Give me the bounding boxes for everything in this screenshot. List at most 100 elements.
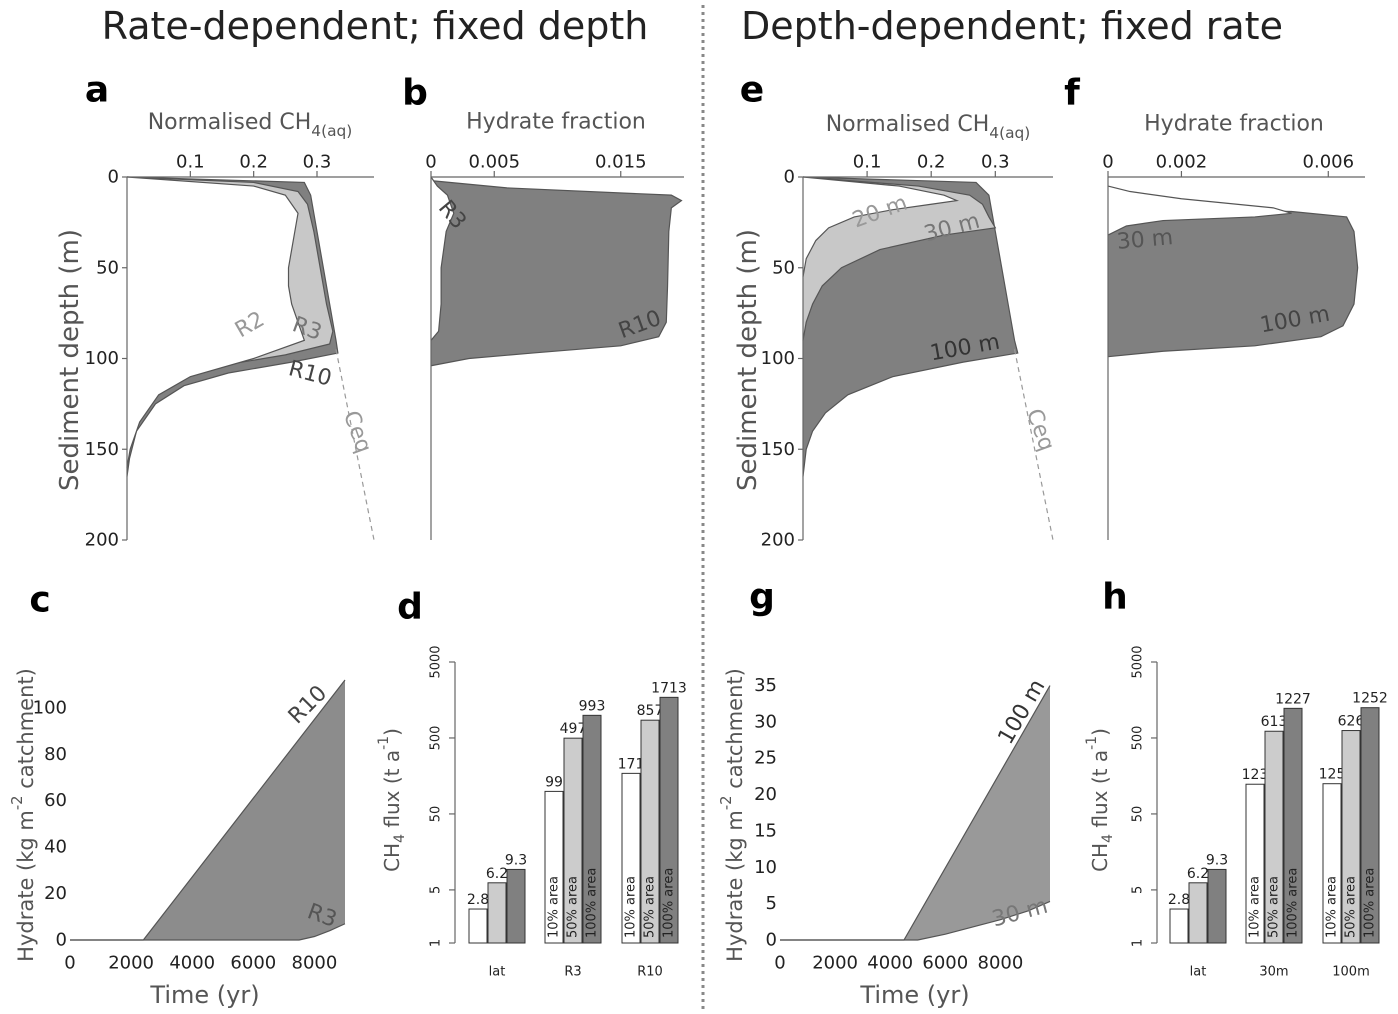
x-tick-label: 0 [64, 953, 75, 974]
legend-label: 10% area [1325, 876, 1340, 938]
area-fill [70, 923, 345, 940]
y-tick-label: 10 [754, 857, 777, 878]
y-tick-label: 50 [1131, 806, 1146, 823]
area-fill [780, 685, 1050, 940]
y-axis-label-part: -1 [376, 736, 392, 750]
y-tick-label: 60 [44, 790, 67, 811]
bar [1341, 730, 1361, 944]
axis-title-part: 4(aq) [311, 122, 352, 140]
profile-line [802, 176, 997, 341]
y-axis-label-part: CH [380, 843, 404, 872]
x-tick-label: 0 [774, 953, 785, 974]
x-axis-label: Time (yr) [149, 981, 259, 1009]
y-axis-label-part: CH [1088, 843, 1112, 872]
bar [1245, 783, 1265, 944]
y-tick-label: 500 [429, 726, 444, 751]
x-tick-label: 4000 [867, 953, 913, 974]
y-tick-label: 0 [766, 930, 777, 951]
x-tick-label: 2000 [812, 953, 858, 974]
profile-line [126, 176, 339, 477]
panel-letter: f [1064, 73, 1080, 114]
y-axis-label-part: Hydrate (kg m [14, 810, 38, 962]
y-tick-label: 40 [44, 837, 67, 858]
bar [1207, 868, 1227, 944]
profile-line [1107, 207, 1359, 358]
axis-title: Hydrate fraction [1144, 112, 1324, 137]
y-tick-label: 200 [761, 530, 795, 551]
x-tick-label: 0.005 [468, 152, 520, 173]
profile-line [430, 180, 683, 367]
y-tick-label: 100 [85, 348, 119, 369]
value-label: 99 [545, 774, 563, 790]
x-tick-label: 0.015 [595, 152, 647, 173]
bar [468, 908, 488, 944]
value-label: 6.2 [486, 866, 508, 882]
section-heading: Rate-dependent; fixed depth [102, 4, 649, 48]
bar [621, 772, 641, 944]
y-tick-label: 50 [429, 806, 444, 823]
y-tick-label: 150 [85, 439, 119, 460]
bar [506, 868, 526, 944]
legend-label: 50% area [1267, 876, 1282, 938]
x-tick-label: lat [1190, 965, 1207, 980]
y-tick-label: 15 [754, 820, 777, 841]
value-label: 171 [618, 756, 645, 772]
axis-title-part: 4(aq) [989, 124, 1030, 142]
profile-line [126, 176, 306, 468]
value-label: 1252 [1352, 691, 1388, 707]
y-axis-label: CH4 flux (t a-1) [376, 728, 408, 872]
y-axis-label-part: catchment) [14, 668, 38, 795]
y-axis-label-part: -1 [1084, 736, 1100, 750]
series-line [780, 900, 1051, 941]
profile-line [430, 176, 455, 341]
x-tick-label: lat [489, 965, 506, 980]
y-tick-label: 5 [766, 893, 777, 914]
x-tick-label: 2000 [108, 953, 154, 974]
area-fill [1108, 207, 1358, 357]
axis-title: Normalised CH4(aq) [826, 112, 1031, 143]
y-axis-label-part: flux (t a [1088, 750, 1112, 834]
bar [544, 790, 564, 944]
area-fill [1108, 186, 1292, 236]
area-fill [780, 901, 1050, 940]
section-heading: Depth-dependent; fixed rate [741, 4, 1283, 48]
bar [1188, 882, 1208, 944]
x-tick-label: 0.3 [981, 152, 1010, 173]
value-label: 497 [560, 721, 587, 737]
y-axis-label-part: -2 [718, 795, 735, 810]
y-tick-label: 50 [96, 257, 119, 278]
x-tick-label: 0.002 [1156, 152, 1208, 173]
value-label: 613 [1261, 714, 1288, 730]
y-axis-label-part: ) [380, 728, 404, 736]
y-tick-label: 5000 [429, 645, 444, 678]
x-tick-label: 0.2 [917, 152, 946, 173]
y-axis-label-part: 4 [392, 834, 408, 843]
x-tick-label: 0 [425, 152, 436, 173]
panel-letter: b [402, 73, 428, 114]
legend-label: 100% area [585, 868, 600, 938]
legend-label: 10% area [624, 876, 639, 938]
y-axis-label-part: ) [1088, 728, 1112, 736]
value-label: 626 [1338, 714, 1365, 730]
bar [1322, 783, 1342, 944]
y-tick-label: 500 [1131, 726, 1146, 751]
axis-title: Normalised CH4(aq) [148, 110, 353, 141]
area-fill [803, 177, 957, 277]
y-tick-label: 1 [429, 939, 444, 947]
legend-label: 10% area [547, 876, 562, 938]
profile-line [1107, 185, 1292, 236]
bar [563, 737, 583, 944]
x-tick-label: 0.3 [303, 152, 332, 173]
profile-line [802, 176, 960, 277]
x-tick-label: 0.1 [853, 152, 882, 173]
legend-label: 100% area [1363, 868, 1378, 938]
x-tick-label: 4000 [169, 953, 215, 974]
area-fill [431, 177, 454, 341]
bar [582, 714, 602, 944]
axis-title-part: Normalised CH [148, 110, 312, 135]
y-tick-label: 50 [772, 257, 795, 278]
value-label: 2.8 [467, 892, 489, 908]
bar [1169, 908, 1189, 944]
